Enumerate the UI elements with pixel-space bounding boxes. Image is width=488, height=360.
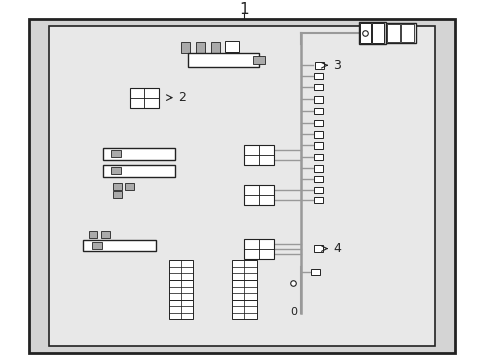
Bar bbox=[92, 242, 102, 249]
Bar bbox=[188, 53, 259, 67]
Text: 2: 2 bbox=[178, 91, 186, 104]
Bar bbox=[313, 176, 322, 183]
Bar bbox=[313, 197, 322, 203]
Bar bbox=[102, 165, 175, 177]
Bar bbox=[313, 187, 322, 193]
Bar bbox=[371, 23, 383, 43]
Bar bbox=[310, 269, 319, 275]
Bar bbox=[224, 41, 238, 51]
Bar bbox=[29, 19, 454, 353]
Bar bbox=[168, 280, 193, 300]
Bar bbox=[313, 131, 322, 138]
Bar bbox=[386, 24, 399, 42]
Bar bbox=[102, 148, 175, 160]
Bar bbox=[313, 154, 322, 160]
Bar bbox=[210, 42, 219, 53]
Bar bbox=[313, 96, 322, 103]
Bar bbox=[313, 246, 322, 252]
Bar bbox=[313, 142, 322, 149]
Bar bbox=[181, 42, 190, 53]
Bar bbox=[168, 260, 193, 280]
Bar bbox=[88, 231, 97, 238]
Bar bbox=[360, 23, 370, 43]
Bar bbox=[196, 42, 204, 53]
Bar bbox=[168, 300, 193, 319]
Bar bbox=[313, 84, 322, 90]
Bar bbox=[232, 280, 256, 300]
Text: 1: 1 bbox=[239, 2, 249, 17]
Bar bbox=[359, 22, 386, 44]
Bar bbox=[244, 145, 273, 165]
Bar bbox=[232, 300, 256, 319]
Bar bbox=[129, 87, 159, 108]
Bar bbox=[111, 167, 121, 174]
Text: 0: 0 bbox=[289, 307, 296, 317]
Text: 3: 3 bbox=[333, 59, 341, 72]
Bar bbox=[313, 120, 322, 126]
Bar bbox=[244, 239, 273, 258]
Bar bbox=[232, 260, 256, 280]
Bar bbox=[113, 191, 122, 198]
Bar bbox=[314, 62, 323, 68]
Text: 4: 4 bbox=[333, 242, 341, 255]
Bar bbox=[313, 165, 322, 172]
Bar bbox=[313, 73, 322, 79]
Bar bbox=[83, 240, 155, 251]
Bar bbox=[49, 26, 434, 346]
Bar bbox=[313, 108, 322, 114]
Bar bbox=[101, 231, 109, 238]
Bar bbox=[386, 23, 415, 43]
Bar bbox=[253, 56, 265, 64]
Bar bbox=[400, 24, 413, 42]
Bar bbox=[244, 185, 273, 205]
Bar bbox=[125, 183, 134, 190]
Bar bbox=[113, 183, 122, 190]
Bar bbox=[111, 150, 121, 157]
